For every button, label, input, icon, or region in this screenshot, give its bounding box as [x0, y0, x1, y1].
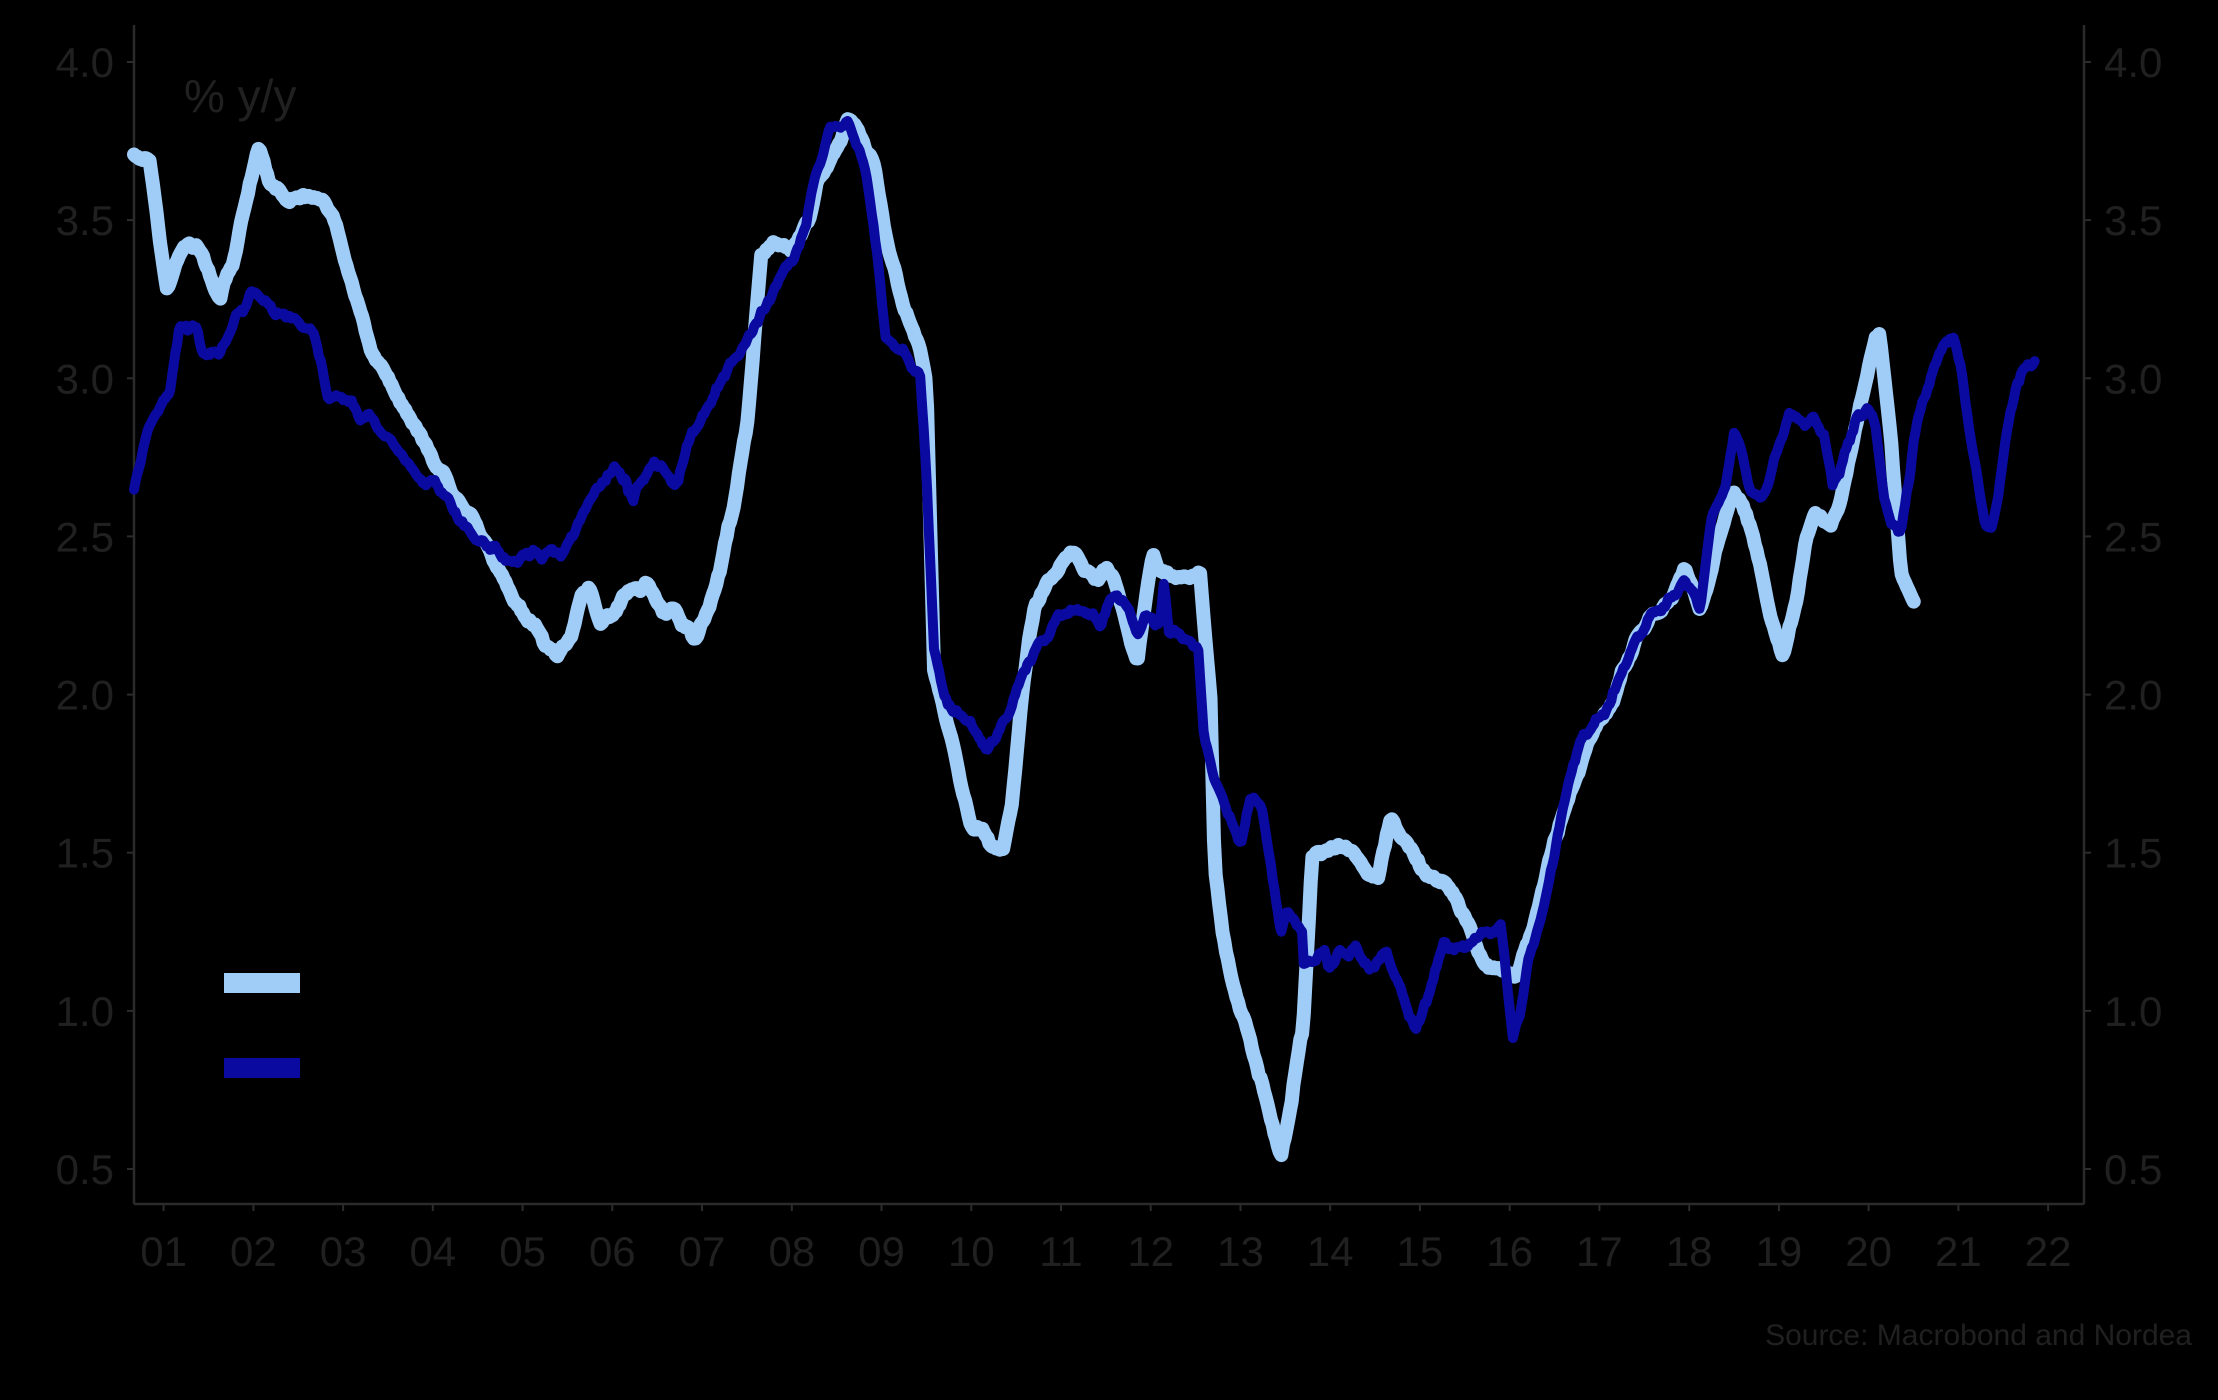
svg-text:0.5: 0.5 — [56, 1146, 114, 1193]
svg-text:13: 13 — [1217, 1228, 1264, 1275]
svg-text:01: 01 — [140, 1228, 187, 1275]
svg-text:18: 18 — [1666, 1228, 1713, 1275]
svg-text:3.0: 3.0 — [56, 355, 114, 402]
svg-text:19: 19 — [1756, 1228, 1803, 1275]
svg-text:20: 20 — [1845, 1228, 1892, 1275]
svg-text:02: 02 — [230, 1228, 277, 1275]
svg-text:3.0: 3.0 — [2104, 355, 2162, 402]
svg-text:15: 15 — [1397, 1228, 1444, 1275]
svg-text:2.0: 2.0 — [56, 672, 114, 719]
svg-text:21: 21 — [1935, 1228, 1982, 1275]
svg-text:2.5: 2.5 — [56, 513, 114, 560]
svg-text:10: 10 — [948, 1228, 995, 1275]
svg-text:1.0: 1.0 — [56, 988, 114, 1035]
svg-text:3.5: 3.5 — [56, 197, 114, 244]
svg-text:0.5: 0.5 — [2104, 1146, 2162, 1193]
svg-text:03: 03 — [320, 1228, 367, 1275]
svg-text:14: 14 — [1307, 1228, 1354, 1275]
svg-text:05: 05 — [499, 1228, 546, 1275]
svg-text:08: 08 — [768, 1228, 815, 1275]
svg-text:22: 22 — [2025, 1228, 2072, 1275]
svg-text:2.0: 2.0 — [2104, 672, 2162, 719]
svg-text:2.5: 2.5 — [2104, 513, 2162, 560]
svg-text:07: 07 — [679, 1228, 726, 1275]
svg-text:1.5: 1.5 — [56, 830, 114, 877]
svg-text:3.5: 3.5 — [2104, 197, 2162, 244]
svg-text:% y/y: % y/y — [184, 70, 296, 122]
svg-text:09: 09 — [858, 1228, 905, 1275]
svg-text:17: 17 — [1576, 1228, 1623, 1275]
svg-text:04: 04 — [409, 1228, 456, 1275]
svg-text:Source: Macrobond and Nordea: Source: Macrobond and Nordea — [1765, 1319, 2192, 1352]
svg-text:1.5: 1.5 — [2104, 830, 2162, 877]
svg-text:11: 11 — [1039, 1228, 1083, 1275]
svg-text:4.0: 4.0 — [56, 39, 114, 86]
svg-text:16: 16 — [1486, 1228, 1533, 1275]
svg-text:4.0: 4.0 — [2104, 39, 2162, 86]
svg-text:12: 12 — [1127, 1228, 1174, 1275]
svg-text:1.0: 1.0 — [2104, 988, 2162, 1035]
svg-text:06: 06 — [589, 1228, 636, 1275]
